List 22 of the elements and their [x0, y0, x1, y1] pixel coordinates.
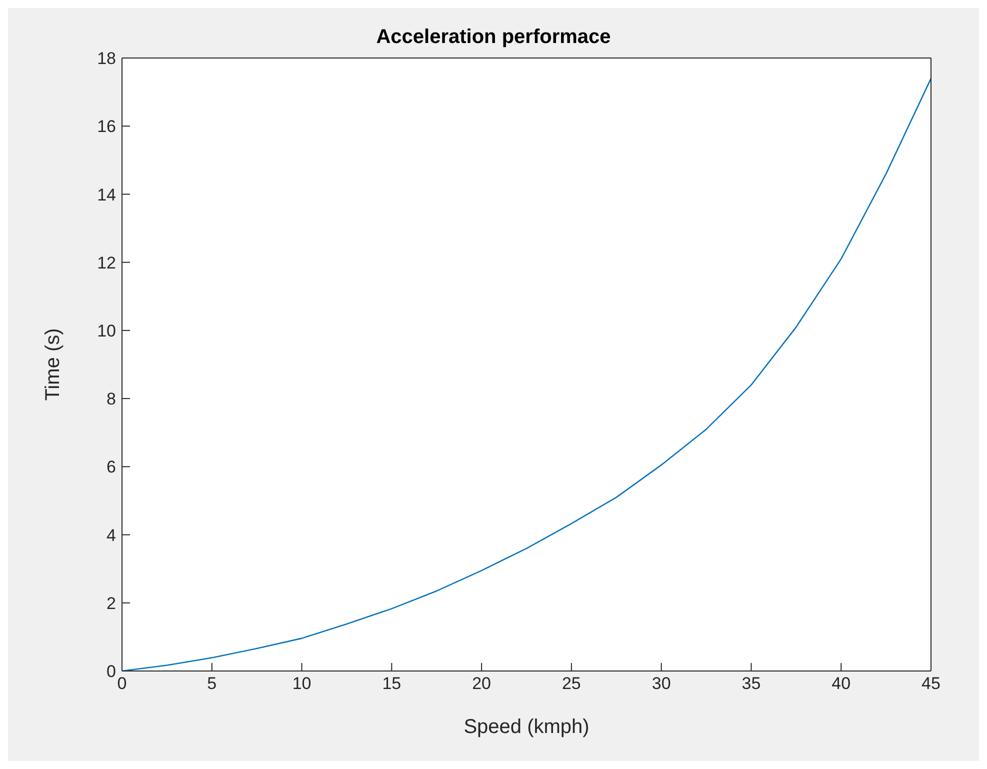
x-tick-label: 40 [832, 674, 851, 694]
y-tick-label: 4 [106, 526, 116, 545]
y-tick-label: 16 [97, 117, 116, 136]
x-tick-label: 20 [472, 674, 492, 694]
y-tick-label: 10 [97, 321, 116, 340]
x-axis-title: Speed (kmph) [464, 716, 590, 738]
y-tick-label: 0 [106, 662, 116, 682]
y-tick-label: 12 [97, 253, 116, 272]
x-tick-label: 45 [922, 674, 940, 694]
y-tick-label: 6 [106, 458, 116, 477]
y-tick-label: 14 [97, 185, 116, 204]
chart-title: Acceleration performace [375, 26, 612, 49]
x-tick-label: 30 [652, 674, 671, 694]
x-tick-label: 25 [562, 674, 581, 694]
y-tick-label: 2 [106, 594, 116, 613]
y-axis-title: Time (s) [42, 328, 64, 401]
x-tick-label: 35 [742, 674, 761, 694]
y-tick-label: 18 [97, 49, 116, 68]
x-tick-label: 15 [382, 674, 402, 694]
x-tick-label: 10 [292, 674, 312, 694]
x-tick-label: 5 [207, 674, 217, 694]
y-tick-label: 8 [106, 390, 116, 409]
